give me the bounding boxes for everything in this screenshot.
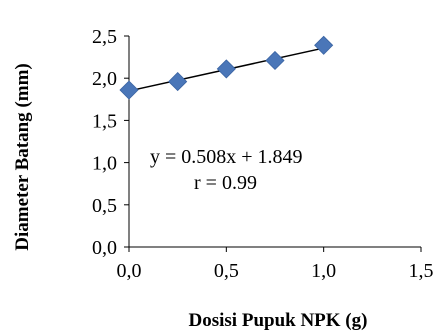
y-ticks: 0,0 0,5 1,0 1,5 2,0 2,5 [92, 26, 129, 259]
data-points [119, 35, 334, 100]
y-tick-label: 1,0 [92, 153, 117, 175]
y-tick-label: 2,5 [92, 26, 117, 48]
correlation-value: r = 0.99 [194, 172, 257, 194]
x-tick-label: 1,5 [409, 260, 434, 282]
data-point [119, 80, 139, 100]
y-axis-title: Diameter Batang (mm) [12, 63, 33, 251]
x-axis-title: Dosisi Pupuk NPK (g) [189, 310, 368, 331]
data-point [265, 50, 285, 71]
data-point [168, 72, 188, 92]
axes [128, 36, 421, 248]
x-tick-label: 1,0 [311, 260, 336, 282]
y-tick-label: 0,0 [92, 237, 117, 259]
x-tick-label: 0,5 [214, 260, 239, 282]
y-tick-label: 0,5 [92, 195, 117, 217]
regression-equation: y = 0.508x + 1.849 [150, 146, 303, 168]
x-tick-label: 0,0 [117, 260, 142, 282]
y-tick-label: 2,0 [92, 68, 117, 90]
y-tick-label: 1,5 [92, 110, 117, 132]
data-point [216, 59, 236, 79]
data-point [314, 35, 334, 55]
x-ticks: 0,0 0,5 1,0 1,5 [117, 247, 434, 282]
